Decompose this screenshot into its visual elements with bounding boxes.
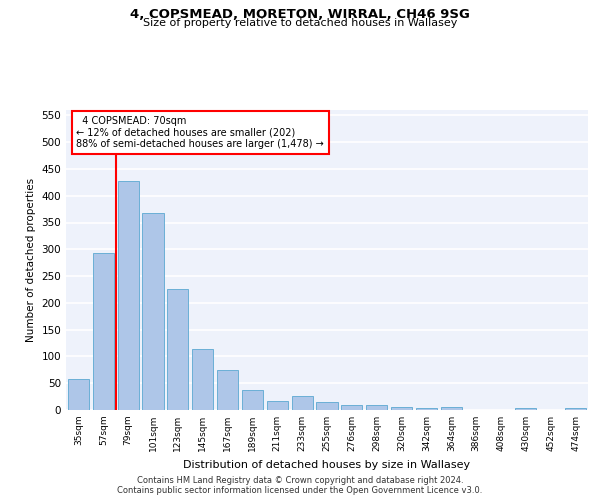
Bar — [192, 350, 213, 410]
Bar — [267, 401, 288, 410]
Bar — [142, 214, 164, 410]
Text: Contains HM Land Registry data © Crown copyright and database right 2024.: Contains HM Land Registry data © Crown c… — [137, 476, 463, 485]
Y-axis label: Number of detached properties: Number of detached properties — [26, 178, 36, 342]
Text: 4, COPSMEAD, MORETON, WIRRAL, CH46 9SG: 4, COPSMEAD, MORETON, WIRRAL, CH46 9SG — [130, 8, 470, 20]
Bar — [391, 408, 412, 410]
Bar — [416, 408, 437, 410]
Bar — [441, 408, 462, 410]
Bar — [242, 390, 263, 410]
Text: Contains public sector information licensed under the Open Government Licence v3: Contains public sector information licen… — [118, 486, 482, 495]
Bar — [118, 180, 139, 410]
Bar — [515, 408, 536, 410]
Bar — [565, 408, 586, 410]
Bar — [167, 290, 188, 410]
Bar — [93, 253, 114, 410]
Bar — [366, 404, 387, 410]
Text: Size of property relative to detached houses in Wallasey: Size of property relative to detached ho… — [143, 18, 457, 28]
Bar — [341, 404, 362, 410]
X-axis label: Distribution of detached houses by size in Wallasey: Distribution of detached houses by size … — [184, 460, 470, 469]
Bar — [217, 370, 238, 410]
Bar — [68, 380, 89, 410]
Text: 4 COPSMEAD: 70sqm
← 12% of detached houses are smaller (202)
88% of semi-detache: 4 COPSMEAD: 70sqm ← 12% of detached hous… — [76, 116, 324, 149]
Bar — [292, 396, 313, 410]
Bar — [316, 402, 338, 410]
